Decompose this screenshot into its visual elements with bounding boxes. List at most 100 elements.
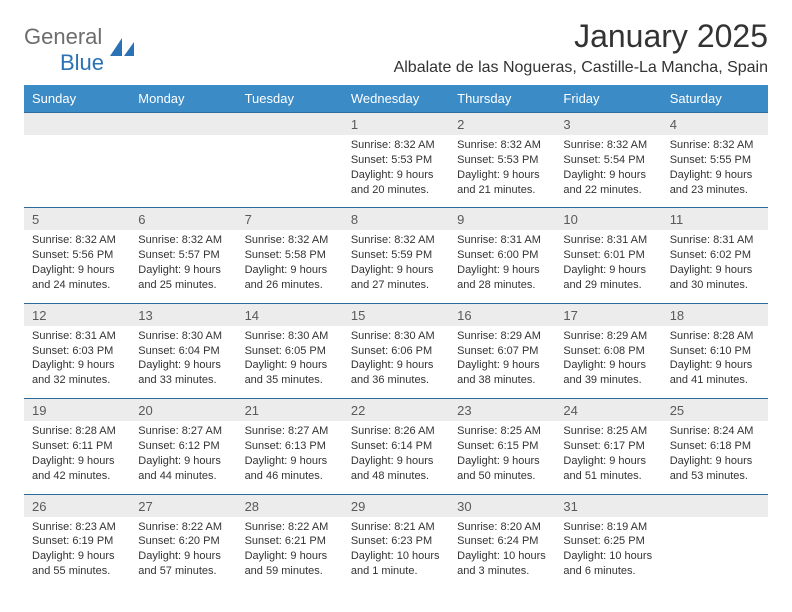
sunrise-text: Sunrise: 8:30 AM <box>138 329 228 344</box>
day-detail-row: Sunrise: 8:32 AMSunset: 5:56 PMDaylight:… <box>24 230 768 303</box>
sunrise-text: Sunrise: 8:22 AM <box>138 520 228 535</box>
day-number-cell: 3 <box>555 113 661 136</box>
day-detail-cell <box>130 135 236 208</box>
daylight-text: Daylight: 9 hours and 30 minutes. <box>670 263 760 293</box>
sunset-text: Sunset: 6:05 PM <box>245 344 335 359</box>
day-detail-cell: Sunrise: 8:27 AMSunset: 6:13 PMDaylight:… <box>237 421 343 494</box>
sunset-text: Sunset: 6:17 PM <box>563 439 653 454</box>
day-detail-cell: Sunrise: 8:24 AMSunset: 6:18 PMDaylight:… <box>662 421 768 494</box>
sunrise-text: Sunrise: 8:32 AM <box>563 138 653 153</box>
sunset-text: Sunset: 6:14 PM <box>351 439 441 454</box>
sunrise-text: Sunrise: 8:31 AM <box>457 233 547 248</box>
calendar-table: SundayMondayTuesdayWednesdayThursdayFrid… <box>24 85 768 589</box>
sunrise-text: Sunrise: 8:21 AM <box>351 520 441 535</box>
day-detail-cell: Sunrise: 8:30 AMSunset: 6:06 PMDaylight:… <box>343 326 449 399</box>
day-number-cell: 20 <box>130 399 236 422</box>
sunrise-text: Sunrise: 8:28 AM <box>32 424 122 439</box>
sunset-text: Sunset: 6:18 PM <box>670 439 760 454</box>
daylight-text: Daylight: 9 hours and 57 minutes. <box>138 549 228 579</box>
day-detail-cell <box>237 135 343 208</box>
day-number-cell: 16 <box>449 303 555 326</box>
daylight-text: Daylight: 9 hours and 24 minutes. <box>32 263 122 293</box>
day-number-cell: 4 <box>662 113 768 136</box>
day-number-cell: 30 <box>449 494 555 517</box>
month-title: January 2025 <box>394 18 768 55</box>
day-number-cell <box>24 113 130 136</box>
day-detail-cell: Sunrise: 8:19 AMSunset: 6:25 PMDaylight:… <box>555 517 661 589</box>
sunrise-text: Sunrise: 8:26 AM <box>351 424 441 439</box>
day-detail-cell: Sunrise: 8:30 AMSunset: 6:05 PMDaylight:… <box>237 326 343 399</box>
day-detail-cell: Sunrise: 8:28 AMSunset: 6:11 PMDaylight:… <box>24 421 130 494</box>
day-detail-cell: Sunrise: 8:31 AMSunset: 6:02 PMDaylight:… <box>662 230 768 303</box>
day-detail-cell: Sunrise: 8:32 AMSunset: 5:55 PMDaylight:… <box>662 135 768 208</box>
day-number-cell: 29 <box>343 494 449 517</box>
sunset-text: Sunset: 6:24 PM <box>457 534 547 549</box>
sunrise-text: Sunrise: 8:32 AM <box>351 233 441 248</box>
day-detail-cell: Sunrise: 8:29 AMSunset: 6:08 PMDaylight:… <box>555 326 661 399</box>
sunrise-text: Sunrise: 8:32 AM <box>245 233 335 248</box>
weekday-header-row: SundayMondayTuesdayWednesdayThursdayFrid… <box>24 85 768 113</box>
day-number-cell: 10 <box>555 208 661 231</box>
sunrise-text: Sunrise: 8:24 AM <box>670 424 760 439</box>
daylight-text: Daylight: 9 hours and 22 minutes. <box>563 168 653 198</box>
sunrise-text: Sunrise: 8:19 AM <box>563 520 653 535</box>
sunset-text: Sunset: 5:55 PM <box>670 153 760 168</box>
sunrise-text: Sunrise: 8:31 AM <box>32 329 122 344</box>
day-detail-cell: Sunrise: 8:32 AMSunset: 5:54 PMDaylight:… <box>555 135 661 208</box>
day-number-cell: 1 <box>343 113 449 136</box>
sunset-text: Sunset: 5:54 PM <box>563 153 653 168</box>
sunrise-text: Sunrise: 8:28 AM <box>670 329 760 344</box>
daylight-text: Daylight: 10 hours and 1 minute. <box>351 549 441 579</box>
day-number-cell: 5 <box>24 208 130 231</box>
day-number-row: 19202122232425 <box>24 399 768 422</box>
sunset-text: Sunset: 6:07 PM <box>457 344 547 359</box>
logo: General Blue <box>24 24 136 76</box>
sunrise-text: Sunrise: 8:29 AM <box>457 329 547 344</box>
daylight-text: Daylight: 9 hours and 44 minutes. <box>138 454 228 484</box>
weekday-header: Wednesday <box>343 85 449 113</box>
sunrise-text: Sunrise: 8:30 AM <box>245 329 335 344</box>
daylight-text: Daylight: 9 hours and 46 minutes. <box>245 454 335 484</box>
day-detail-cell: Sunrise: 8:28 AMSunset: 6:10 PMDaylight:… <box>662 326 768 399</box>
day-detail-cell: Sunrise: 8:25 AMSunset: 6:15 PMDaylight:… <box>449 421 555 494</box>
day-number-cell: 28 <box>237 494 343 517</box>
sunset-text: Sunset: 6:06 PM <box>351 344 441 359</box>
day-detail-cell: Sunrise: 8:32 AMSunset: 5:53 PMDaylight:… <box>343 135 449 208</box>
sunset-text: Sunset: 6:11 PM <box>32 439 122 454</box>
day-number-cell: 6 <box>130 208 236 231</box>
sunset-text: Sunset: 6:20 PM <box>138 534 228 549</box>
weekday-header: Saturday <box>662 85 768 113</box>
day-number-cell: 17 <box>555 303 661 326</box>
sunrise-text: Sunrise: 8:31 AM <box>563 233 653 248</box>
day-detail-cell: Sunrise: 8:31 AMSunset: 6:00 PMDaylight:… <box>449 230 555 303</box>
day-detail-cell <box>662 517 768 589</box>
daylight-text: Daylight: 9 hours and 39 minutes. <box>563 358 653 388</box>
sunset-text: Sunset: 6:01 PM <box>563 248 653 263</box>
day-detail-cell: Sunrise: 8:22 AMSunset: 6:21 PMDaylight:… <box>237 517 343 589</box>
sunset-text: Sunset: 5:53 PM <box>457 153 547 168</box>
sunrise-text: Sunrise: 8:32 AM <box>457 138 547 153</box>
sunset-text: Sunset: 6:15 PM <box>457 439 547 454</box>
daylight-text: Daylight: 9 hours and 42 minutes. <box>32 454 122 484</box>
day-detail-cell: Sunrise: 8:22 AMSunset: 6:20 PMDaylight:… <box>130 517 236 589</box>
sunset-text: Sunset: 6:19 PM <box>32 534 122 549</box>
day-detail-cell: Sunrise: 8:32 AMSunset: 5:59 PMDaylight:… <box>343 230 449 303</box>
day-detail-cell: Sunrise: 8:32 AMSunset: 5:58 PMDaylight:… <box>237 230 343 303</box>
daylight-text: Daylight: 9 hours and 41 minutes. <box>670 358 760 388</box>
weekday-header: Friday <box>555 85 661 113</box>
header: General Blue January 2025 Albalate de la… <box>24 18 768 77</box>
daylight-text: Daylight: 9 hours and 26 minutes. <box>245 263 335 293</box>
day-number-cell: 25 <box>662 399 768 422</box>
day-detail-cell: Sunrise: 8:21 AMSunset: 6:23 PMDaylight:… <box>343 517 449 589</box>
location-subtitle: Albalate de las Nogueras, Castille-La Ma… <box>394 59 768 77</box>
weekday-header: Monday <box>130 85 236 113</box>
day-detail-cell: Sunrise: 8:25 AMSunset: 6:17 PMDaylight:… <box>555 421 661 494</box>
day-detail-cell: Sunrise: 8:27 AMSunset: 6:12 PMDaylight:… <box>130 421 236 494</box>
day-number-cell: 21 <box>237 399 343 422</box>
day-number-cell: 23 <box>449 399 555 422</box>
sunset-text: Sunset: 6:04 PM <box>138 344 228 359</box>
sunrise-text: Sunrise: 8:32 AM <box>32 233 122 248</box>
logo-text-general: General <box>24 24 102 49</box>
day-number-cell: 11 <box>662 208 768 231</box>
sunset-text: Sunset: 6:25 PM <box>563 534 653 549</box>
